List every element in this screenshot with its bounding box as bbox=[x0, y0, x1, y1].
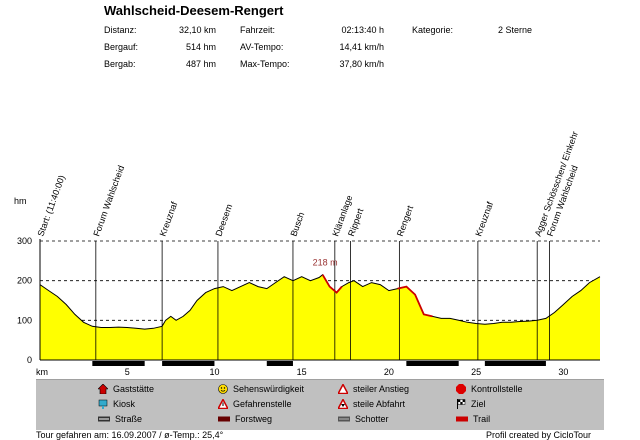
legend-item-kiosk: Kiosk bbox=[98, 399, 135, 409]
uphill-value: 514 hm bbox=[185, 42, 216, 52]
x-tick-label: 10 bbox=[209, 367, 219, 377]
uphill-label: Bergauf: bbox=[104, 42, 139, 52]
steep-segment bbox=[321, 274, 343, 294]
legend-label: steile Abfahrt bbox=[353, 399, 406, 409]
forest-road-icon bbox=[218, 416, 230, 422]
x-tick-label: 15 bbox=[297, 367, 307, 377]
legend-label: Kiosk bbox=[113, 399, 136, 409]
y-tick-label: 200 bbox=[17, 276, 32, 286]
flag-icon bbox=[457, 399, 466, 409]
tour-title: Wahlscheid-Deesem-Rengert bbox=[104, 3, 284, 18]
gravel-icon bbox=[338, 416, 350, 422]
house-icon bbox=[98, 384, 108, 394]
legend-label: Ziel bbox=[471, 399, 486, 409]
legend-label: Gefahrenstelle bbox=[233, 399, 292, 409]
route-bar-segment bbox=[162, 361, 215, 366]
x-tick-label: 25 bbox=[471, 367, 481, 377]
warning-icon bbox=[218, 399, 228, 409]
waypoint-label: Rengert bbox=[395, 204, 416, 238]
max-speed-label: Max-Tempo: bbox=[240, 59, 290, 69]
legend-item-gaststaette: Gaststätte bbox=[98, 384, 154, 394]
legend-item-trail: Trail bbox=[456, 414, 490, 424]
max-speed-value: 37,80 km/h bbox=[339, 59, 384, 69]
steep-segment bbox=[397, 285, 433, 318]
legend-label: Trail bbox=[473, 414, 491, 424]
legend-label: Forstweg bbox=[235, 414, 273, 424]
avg-speed-label: AV-Tempo: bbox=[240, 42, 284, 52]
waypoint-label: Forum Wahlscheid bbox=[91, 164, 126, 238]
legend-item-gefahrenstelle: Gefahrenstelle bbox=[218, 399, 292, 409]
time-value: 02:13:40 h bbox=[341, 25, 384, 35]
avg-speed-value: 14,41 km/h bbox=[339, 42, 384, 52]
tour-date-footer: Tour gefahren am: 16.09.2007 / ø-Temp.: … bbox=[36, 430, 224, 440]
elevation-profile-chart: 0 100 200 300 hm 5 10 15 20 25 30 km 218 m Start: (11… bbox=[14, 130, 601, 377]
y-tick-label: 0 bbox=[27, 355, 32, 365]
legend-label: Straße bbox=[115, 414, 143, 424]
elevation-line bbox=[39, 273, 601, 330]
waypoint-label: Kreuznaf bbox=[473, 200, 495, 238]
legend-label: Schotter bbox=[355, 414, 389, 424]
peak-label: 218 m bbox=[313, 258, 338, 268]
legend-item-schotter: Schotter bbox=[338, 414, 389, 424]
waypoint-label: Busch bbox=[288, 211, 306, 238]
category-label: Kategorie: bbox=[412, 25, 454, 35]
legend-item-steile-abfahrt: steile Abfahrt bbox=[338, 399, 405, 409]
climb-icon bbox=[338, 384, 348, 394]
legend-label: Kontrollstelle bbox=[471, 384, 523, 394]
descent-icon bbox=[338, 399, 348, 409]
waypoint-label: Kreuznaf bbox=[158, 200, 180, 238]
elevation-area bbox=[40, 274, 600, 360]
distance-value: 32,10 km bbox=[178, 25, 216, 35]
downhill-value: 487 hm bbox=[185, 59, 216, 69]
y-tick-label: 100 bbox=[17, 315, 32, 325]
x-tick-label: 30 bbox=[558, 367, 568, 377]
x-tick-label: 5 bbox=[125, 367, 130, 377]
kiosk-icon bbox=[98, 399, 108, 409]
x-axis-label: km bbox=[36, 367, 48, 377]
legend-item-sehenswuerdigkeit: Sehenswürdigkeit bbox=[218, 384, 304, 394]
downhill-label: Bergab: bbox=[104, 59, 136, 69]
smiley-icon bbox=[218, 384, 228, 394]
waypoint-label: Start: (11:40:00) bbox=[35, 174, 66, 238]
route-bar-segment bbox=[92, 361, 145, 366]
trail-icon bbox=[456, 416, 468, 422]
distance-label: Distanz: bbox=[104, 25, 137, 35]
road-icon bbox=[98, 416, 110, 422]
legend-item-kontrollstelle: Kontrollstelle bbox=[456, 384, 523, 394]
legend-item-steiler-anstieg: steiler Anstieg bbox=[338, 384, 409, 394]
legend-label: steiler Anstieg bbox=[353, 384, 410, 394]
legend-label: Sehenswürdigkeit bbox=[233, 384, 305, 394]
route-bar-segment bbox=[484, 361, 546, 366]
credit-footer: Profil created by CicloTour bbox=[486, 430, 592, 440]
y-tick-label: 300 bbox=[17, 236, 32, 246]
time-label: Fahrzeit: bbox=[240, 25, 276, 35]
route-bar-bg bbox=[40, 361, 600, 366]
legend-item-strasse: Straße bbox=[98, 414, 142, 424]
legend-item-ziel: Ziel bbox=[456, 399, 486, 409]
legend-label: Gaststätte bbox=[113, 384, 155, 394]
route-bar-segment bbox=[406, 361, 459, 366]
legend: Gaststätte Sehenswürdigkeit steiler Anst… bbox=[36, 379, 604, 430]
route-bar-segment bbox=[266, 361, 293, 366]
y-axis-label: hm bbox=[14, 196, 27, 206]
category-value: 2 Sterne bbox=[498, 25, 533, 35]
waypoint-label: Deesem bbox=[213, 203, 234, 238]
x-tick-label: 20 bbox=[384, 367, 394, 377]
stop-icon bbox=[456, 384, 466, 394]
legend-item-forstweg: Forstweg bbox=[218, 414, 272, 424]
